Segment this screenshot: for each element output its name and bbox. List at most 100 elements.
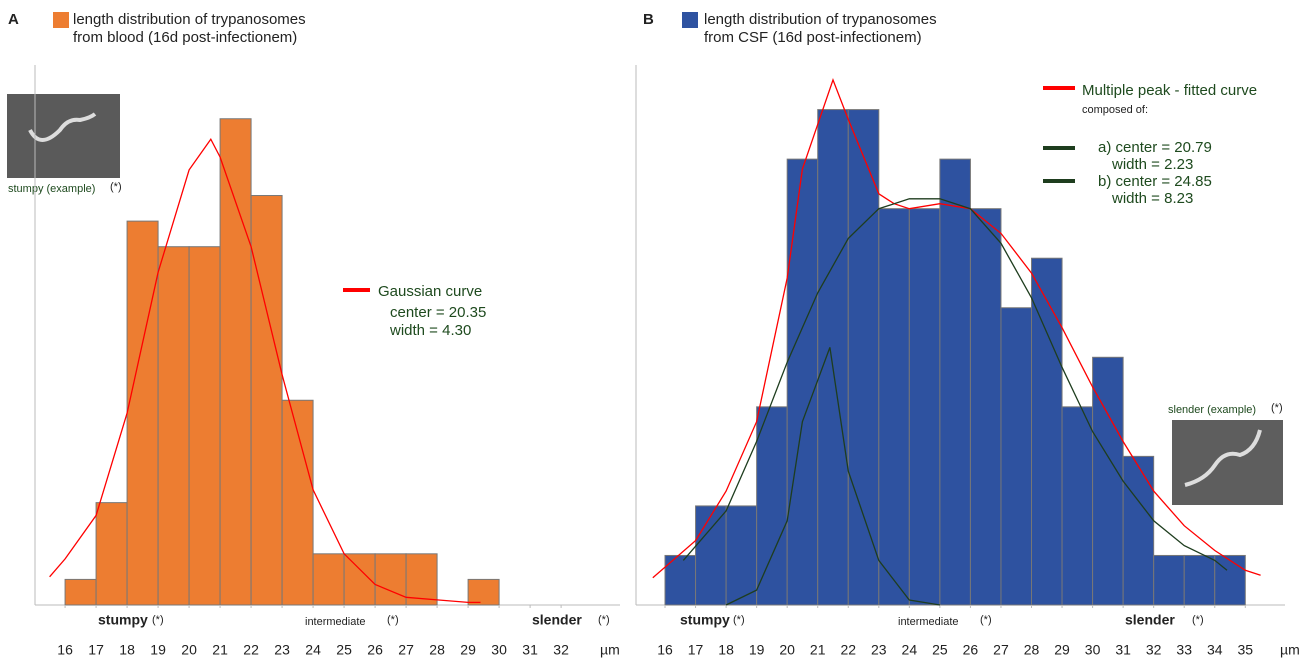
- asterisk: (*): [733, 614, 745, 626]
- x-tick-label: 25: [932, 642, 948, 658]
- bar: [127, 221, 158, 605]
- bar: [909, 209, 940, 605]
- bar: [375, 554, 406, 605]
- bar: [757, 407, 788, 605]
- x-tick-label: 17: [688, 642, 704, 658]
- x-tick-label: 31: [522, 642, 538, 658]
- asterisk: (*): [110, 181, 122, 193]
- class-label: slender: [1125, 612, 1175, 628]
- x-tick-label: 29: [460, 642, 476, 658]
- class-label: intermediate: [898, 616, 959, 628]
- bar: [726, 506, 757, 605]
- x-tick-label: 19: [150, 642, 166, 658]
- x-tick-label: 34: [1207, 642, 1223, 658]
- bar: [1215, 555, 1246, 605]
- x-tick-label: 30: [491, 642, 507, 658]
- x-tick-label: 32: [1146, 642, 1162, 658]
- example-image: [1172, 420, 1283, 505]
- x-tick-label: 18: [119, 642, 135, 658]
- x-tick-label: 31: [1115, 642, 1131, 658]
- bar: [818, 110, 849, 605]
- x-tick-label: 23: [871, 642, 887, 658]
- curve-name: a) center = 20.79: [1098, 139, 1212, 156]
- figure: A length distribution of trypanosomes fr…: [0, 0, 1299, 661]
- example-label: stumpy (example): [8, 183, 95, 195]
- x-tick-label: 25: [336, 642, 352, 658]
- bar: [251, 196, 282, 605]
- x-tick-label: 21: [212, 642, 228, 658]
- example-label: slender (example): [1168, 404, 1256, 416]
- asterisk: (*): [152, 614, 164, 626]
- bar: [787, 159, 818, 605]
- x-tick-label: 26: [963, 642, 979, 658]
- bar: [96, 503, 127, 605]
- x-tick-label: 33: [1176, 642, 1192, 658]
- x-tick-label: 23: [274, 642, 290, 658]
- bar: [970, 209, 1001, 605]
- legend-title: from CSF (16d post-infectionem): [704, 29, 922, 46]
- x-unit: µm: [600, 642, 620, 658]
- bar: [1062, 407, 1093, 605]
- bar: [1001, 308, 1032, 605]
- x-tick-label: 27: [398, 642, 414, 658]
- x-tick-label: 20: [779, 642, 795, 658]
- asterisk: (*): [1271, 402, 1283, 414]
- x-tick-label: 28: [1024, 642, 1040, 658]
- x-tick-label: 27: [993, 642, 1009, 658]
- legend-title: length distribution of trypanosomes: [704, 11, 937, 28]
- class-label: stumpy: [680, 612, 730, 628]
- asterisk: (*): [1192, 614, 1204, 626]
- x-tick-label: 16: [57, 642, 73, 658]
- x-tick-label: 35: [1238, 642, 1254, 658]
- x-tick-label: 17: [88, 642, 104, 658]
- curve-note: composed of:: [1082, 104, 1148, 116]
- x-tick-label: 30: [1085, 642, 1101, 658]
- bar: [220, 119, 251, 605]
- bar: [189, 247, 220, 605]
- bar: [65, 579, 96, 605]
- bar: [1184, 555, 1215, 605]
- x-tick-label: 24: [305, 642, 321, 658]
- asterisk: (*): [598, 614, 610, 626]
- x-tick-label: 29: [1054, 642, 1070, 658]
- bar: [1154, 555, 1185, 605]
- x-tick-label: 18: [718, 642, 734, 658]
- curve-note: width = 2.23: [1111, 156, 1193, 173]
- panel-letter: B: [643, 11, 654, 28]
- x-tick-label: 21: [810, 642, 826, 658]
- x-unit: µm: [1280, 642, 1299, 658]
- curve-name: b) center = 24.85: [1098, 173, 1212, 190]
- class-label: slender: [532, 612, 582, 628]
- x-tick-label: 28: [429, 642, 445, 658]
- x-tick-label: 16: [657, 642, 673, 658]
- x-tick-label: 32: [553, 642, 569, 658]
- asterisk: (*): [387, 614, 399, 626]
- bar: [313, 554, 344, 605]
- panel-letter: A: [8, 11, 19, 28]
- bar: [696, 506, 727, 605]
- x-tick-label: 22: [840, 642, 856, 658]
- bar: [158, 247, 189, 605]
- bar: [879, 209, 910, 605]
- legend-swatch: [682, 12, 698, 28]
- legend-swatch: [53, 12, 69, 28]
- legend-title: from blood (16d post-infectionem): [73, 29, 297, 46]
- x-tick-label: 19: [749, 642, 765, 658]
- bar: [940, 159, 971, 605]
- curve-note: width = 4.30: [389, 322, 471, 339]
- x-tick-label: 24: [902, 642, 918, 658]
- x-tick-label: 20: [181, 642, 197, 658]
- bar: [1032, 258, 1063, 605]
- example-image: [7, 94, 120, 178]
- class-label: intermediate: [305, 616, 366, 628]
- curve-note: center = 20.35: [390, 304, 486, 321]
- bar: [468, 579, 499, 605]
- asterisk: (*): [980, 614, 992, 626]
- curve-name: Gaussian curve: [378, 283, 482, 300]
- curve-note: width = 8.23: [1111, 190, 1193, 207]
- bar: [1123, 456, 1154, 605]
- x-tick-label: 26: [367, 642, 383, 658]
- curve-name: Multiple peak - fitted curve: [1082, 82, 1257, 99]
- legend-title: length distribution of trypanosomes: [73, 11, 306, 28]
- x-tick-label: 22: [243, 642, 259, 658]
